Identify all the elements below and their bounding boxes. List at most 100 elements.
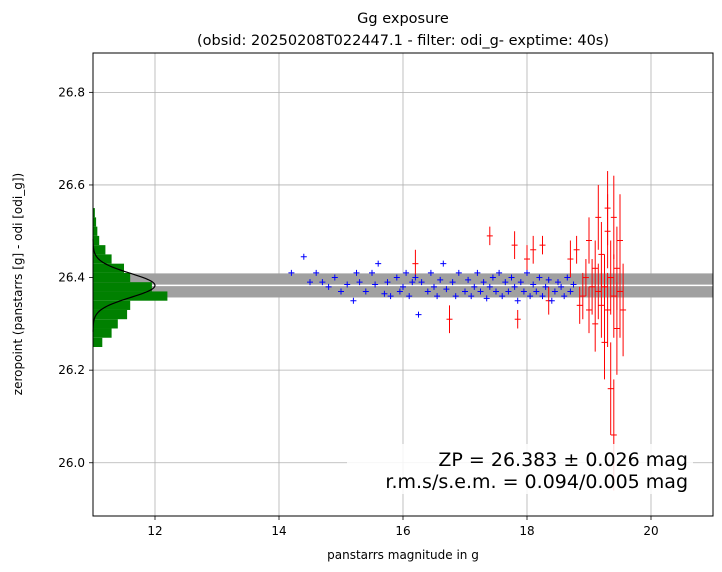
used-point: [551, 288, 558, 295]
chart-title: Gg exposure: [357, 11, 449, 27]
used-point: [369, 269, 375, 276]
x-tick-label: 12: [147, 524, 162, 538]
used-point: [372, 281, 379, 288]
rejected-point: [607, 240, 614, 315]
rejected-point: [604, 272, 611, 348]
rejected-point: [567, 240, 574, 278]
used-point: [564, 274, 571, 281]
used-point: [465, 276, 472, 283]
used-point: [375, 260, 382, 267]
used-point: [548, 297, 555, 304]
used-point: [524, 269, 530, 276]
ticks: 12 14 16 18 20 26.0 26.2 26.4 26.6 26.8: [58, 85, 658, 538]
used-point: [440, 260, 447, 267]
used-point: [527, 293, 534, 300]
annotation-rms: r.m.s/s.e.m. = 0.094/0.005 mag: [385, 471, 688, 493]
rejected-point: [592, 240, 599, 297]
rejected-point: [412, 249, 419, 278]
used-point: [362, 288, 369, 295]
used-point: [319, 279, 326, 286]
used-point: [338, 288, 344, 295]
rejected-point: [524, 245, 530, 273]
rejected-point: [613, 226, 620, 310]
rejected-point: [595, 263, 602, 320]
rejected-point: [530, 235, 537, 264]
used-point: [493, 288, 499, 295]
used-point: [536, 274, 543, 281]
used-point: [403, 269, 410, 276]
used-point: [477, 288, 484, 295]
rejected-point: [592, 296, 599, 352]
x-tick-label: 16: [395, 524, 410, 538]
rejected-point: [620, 263, 627, 357]
used-point: [384, 279, 391, 286]
used-point: [496, 269, 503, 276]
y-tick-label: 26.0: [58, 456, 85, 470]
rejected-point: [511, 231, 518, 260]
rejected-point: [576, 286, 583, 324]
used-point: [396, 288, 403, 295]
rejected-points: [412, 171, 627, 491]
used-point: [558, 283, 565, 290]
histogram-bar: [93, 217, 97, 227]
used-point: [505, 288, 512, 295]
used-point: [288, 269, 295, 276]
annotation-zp: ZP = 26.383 ± 0.026 mag: [438, 449, 688, 471]
rejected-point: [601, 254, 608, 320]
rejected-point: [598, 221, 605, 287]
rejected-point: [610, 254, 617, 338]
used-point: [542, 283, 549, 290]
histogram-bar: [93, 337, 103, 348]
used-point: [462, 288, 468, 295]
used-point: [480, 279, 487, 286]
used-point: [393, 274, 400, 281]
histogram: [92, 208, 168, 348]
used-point: [300, 253, 307, 260]
used-point: [415, 311, 422, 318]
used-point: [431, 283, 437, 290]
used-point: [452, 293, 459, 300]
rejected-point: [579, 272, 586, 320]
rejected-point: [617, 194, 623, 287]
chart-subtitle: (obsid: 20250208T022447.1 - filter: odi_…: [197, 33, 609, 49]
rejected-point: [586, 217, 592, 264]
histogram-bar: [93, 328, 112, 338]
used-point: [561, 293, 568, 300]
used-point: [508, 274, 515, 281]
rejected-point: [486, 226, 493, 246]
used-point: [486, 283, 493, 290]
used-point: [517, 279, 524, 286]
used-point: [455, 269, 462, 276]
y-tick-label: 26.8: [58, 85, 85, 99]
used-point: [530, 281, 537, 288]
used-point: [353, 269, 360, 276]
used-point: [427, 269, 434, 276]
used-point: [520, 288, 527, 295]
used-point: [443, 286, 450, 293]
used-point: [406, 293, 413, 300]
used-point: [567, 288, 574, 295]
rejected-point: [610, 175, 617, 260]
used-point: [409, 279, 416, 286]
histogram-bar: [93, 282, 152, 292]
rejected-point: [539, 235, 546, 255]
used-point: [539, 293, 546, 300]
histogram-bar: [93, 235, 100, 246]
annotation-background: [347, 444, 693, 494]
used-point: [356, 279, 363, 286]
histogram-bar: [93, 300, 131, 310]
rejected-point: [446, 305, 453, 334]
histogram-bar: [93, 309, 128, 320]
histogram-bar: [93, 263, 124, 273]
used-point: [474, 269, 481, 276]
used-point: [381, 290, 388, 297]
rejected-point: [573, 235, 580, 264]
used-point: [468, 293, 475, 300]
used-points: [288, 253, 577, 318]
used-point: [418, 279, 425, 286]
used-point: [424, 288, 431, 295]
histogram-bar: [93, 245, 106, 255]
used-point: [400, 283, 406, 290]
gauss-curve: [92, 239, 156, 332]
y-tick-label: 26.2: [58, 363, 85, 377]
